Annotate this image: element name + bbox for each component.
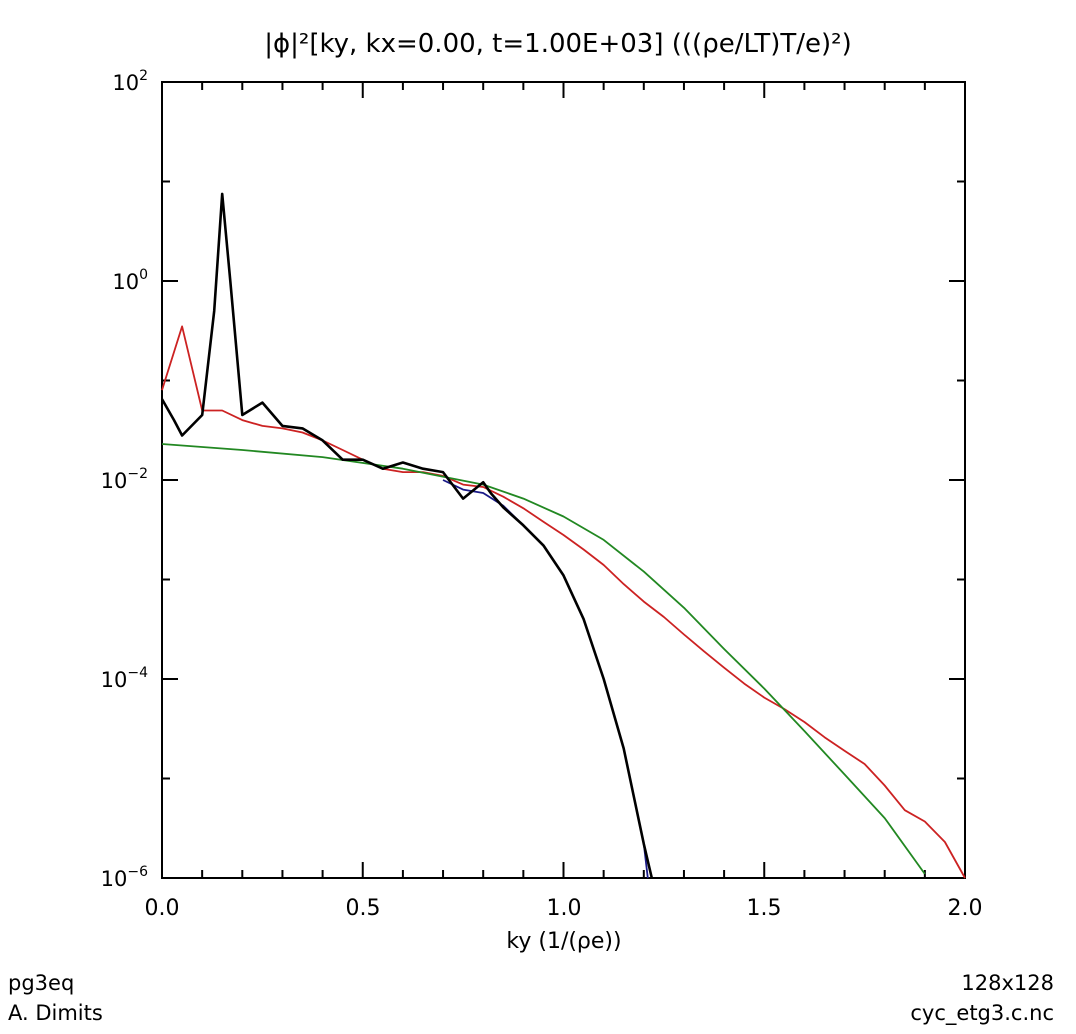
footer-file-name: cyc_etg3.c.nc bbox=[910, 1001, 1054, 1025]
x-tick-label: 1.5 bbox=[747, 896, 782, 921]
y-tick-label: 100 bbox=[112, 267, 148, 294]
series-line-2 bbox=[161, 443, 926, 875]
footer-run-name: pg3eq bbox=[8, 971, 75, 995]
series-line-1 bbox=[161, 325, 966, 879]
series-lines bbox=[160, 192, 966, 879]
series-line-4 bbox=[160, 192, 654, 879]
footer-author: A. Dimits bbox=[8, 1001, 103, 1025]
y-tick-label: 10−4 bbox=[101, 665, 148, 692]
plot-frame bbox=[161, 81, 966, 879]
chart-title: |ϕ|²[ky, kx=0.00, t=1.00E+03] (((ρe/LT)T… bbox=[264, 29, 851, 59]
x-tick-label: 1.0 bbox=[547, 896, 582, 921]
footer-right: 128x128 cyc_etg3.c.nc bbox=[910, 968, 1054, 1028]
footer-grid-size: 128x128 bbox=[961, 971, 1054, 995]
y-tick-label: 10−2 bbox=[101, 466, 148, 493]
series-line-3 bbox=[442, 479, 649, 879]
x-axis-label: ky (1/(ρe)) bbox=[506, 929, 621, 954]
x-tick-label: 0.5 bbox=[346, 896, 381, 921]
x-tick-label: 2.0 bbox=[948, 896, 983, 921]
x-tick-label: 0.0 bbox=[145, 896, 180, 921]
tick-marks bbox=[161, 81, 966, 879]
y-tick-label: 102 bbox=[112, 68, 148, 95]
footer-left: pg3eq A. Dimits bbox=[8, 968, 103, 1028]
y-tick-label: 10−6 bbox=[101, 864, 148, 891]
